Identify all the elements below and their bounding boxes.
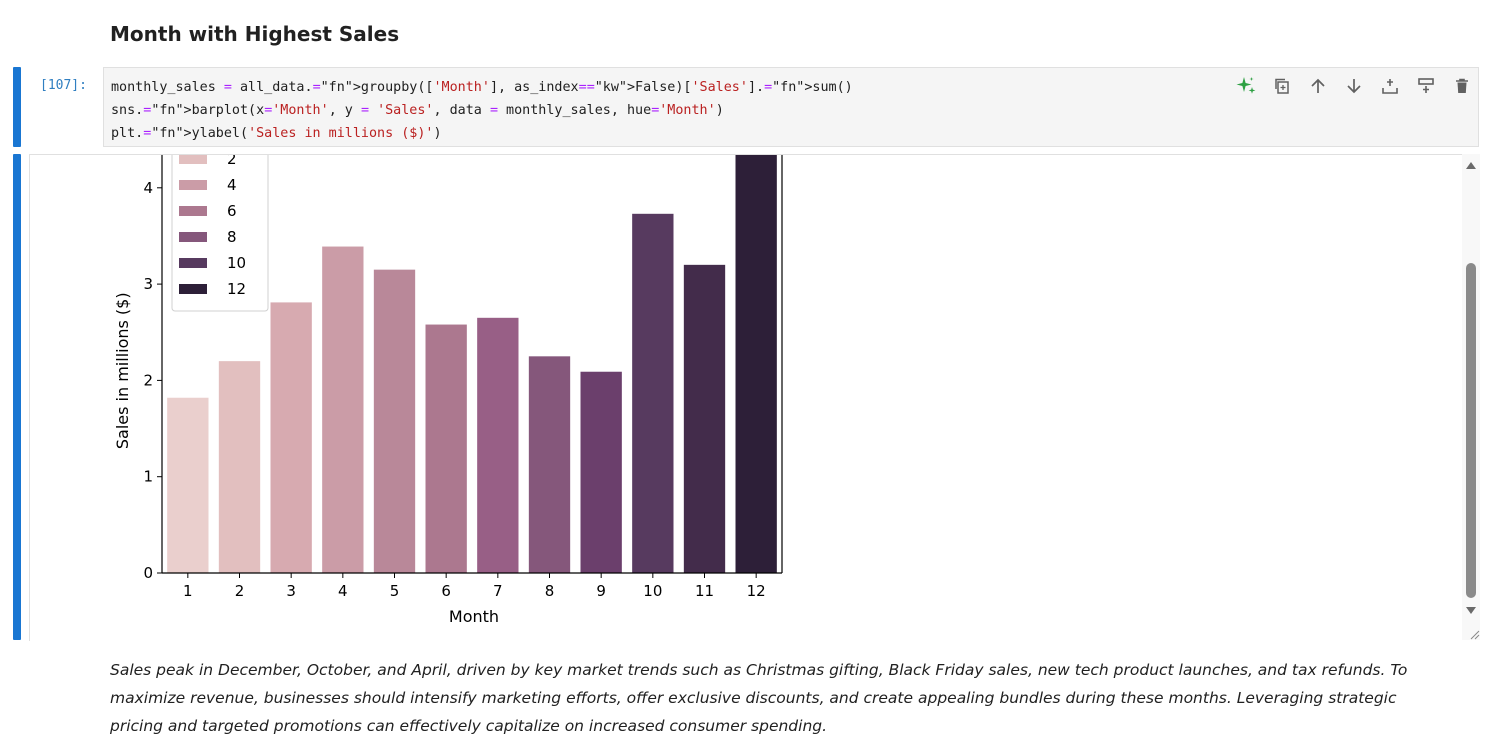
y-tick-label-0: 0 — [143, 564, 153, 582]
markdown-paragraph: Sales peak in December, October, and Apr… — [110, 661, 1408, 735]
y-tick-label-2: 2 — [143, 371, 153, 389]
output-scrollbar[interactable] — [1462, 154, 1480, 640]
legend-swatch-12 — [179, 284, 207, 294]
duplicate-icon — [1275, 78, 1289, 94]
bar-month-1 — [167, 397, 209, 573]
scroll-up-arrow-icon[interactable] — [1465, 160, 1477, 170]
bar-month-8 — [528, 356, 571, 573]
bar-month-2 — [218, 361, 261, 573]
code-line-3[interactable]: plt.="fn">ylabel('Sales in millions ($)'… — [111, 126, 442, 141]
insert-above-icon — [1382, 79, 1398, 94]
x-axis-label: Month — [449, 607, 499, 626]
x-tick-label-2: 2 — [235, 582, 245, 600]
y-tick-label-1: 1 — [143, 468, 153, 486]
legend-box — [171, 155, 269, 312]
scroll-down-arrow-icon[interactable] — [1465, 606, 1477, 616]
legend-label-2: 2 — [227, 155, 237, 168]
bar-month-12 — [735, 155, 777, 573]
cell-active-indicator[interactable] — [13, 67, 21, 147]
legend-swatch-2 — [179, 155, 207, 164]
x-tick-label-7: 7 — [493, 582, 503, 600]
cell-toolbar — [1228, 74, 1480, 98]
insert-above-button[interactable] — [1372, 74, 1408, 98]
bar-month-9 — [580, 371, 622, 573]
trash-icon — [1456, 78, 1468, 93]
x-tick-label-11: 11 — [695, 582, 714, 600]
scroll-thumb[interactable] — [1466, 263, 1476, 598]
bar-month-10 — [632, 213, 674, 573]
bar-month-11 — [683, 264, 726, 573]
sparkle-button[interactable] — [1228, 74, 1264, 98]
x-tick-label-12: 12 — [747, 582, 766, 600]
y-axis-label: Sales in millions ($) — [113, 292, 132, 449]
legend-label-8: 8 — [227, 228, 237, 246]
x-tick-label-8: 8 — [545, 582, 555, 600]
code-editor[interactable]: monthly_sales = all_data.="fn">groupby([… — [103, 67, 1479, 147]
legend-swatch-6 — [179, 206, 207, 216]
bar-month-7 — [477, 317, 519, 573]
delete-button[interactable] — [1444, 74, 1480, 98]
cell-output: 0 1 2 3 4 1 2 3 4 5 6 7 8 9 10 11 12 Month Sales in millio… — [29, 154, 1463, 641]
bar-month-3 — [270, 302, 312, 573]
legend-swatch-4 — [179, 180, 207, 190]
legend-label-12: 12 — [227, 280, 246, 298]
x-tick-label-5: 5 — [390, 582, 400, 600]
x-tick-label-10: 10 — [643, 582, 662, 600]
legend-label-6: 6 — [227, 202, 237, 220]
bar-month-6 — [425, 324, 467, 573]
x-tick-label-3: 3 — [286, 582, 296, 600]
resize-handle-icon[interactable] — [1468, 628, 1480, 640]
markdown-heading: Month with Highest Sales — [110, 22, 400, 46]
output-active-indicator[interactable] — [13, 154, 21, 640]
x-tick-label-6: 6 — [441, 582, 451, 600]
x-tick-label-9: 9 — [596, 582, 606, 600]
bar-month-4 — [322, 246, 364, 573]
x-tick-label-4: 4 — [338, 582, 348, 600]
arrow-down-icon — [1347, 79, 1361, 94]
y-tick-label-4: 4 — [143, 179, 153, 197]
x-tick-label-1: 1 — [183, 582, 193, 600]
insert-below-icon — [1418, 78, 1434, 93]
duplicate-button[interactable] — [1264, 74, 1300, 98]
y-tick-label-3: 3 — [143, 275, 153, 293]
execution-count: [107]: — [40, 78, 87, 93]
sparkle-icon — [1236, 77, 1256, 94]
code-content[interactable]: monthly_sales = all_data.="fn">groupby([… — [111, 76, 853, 145]
code-line-2[interactable]: sns.="fn">barplot(x='Month', y = 'Sales'… — [111, 103, 724, 118]
move-down-button[interactable] — [1336, 74, 1372, 98]
arrow-up-icon — [1311, 78, 1325, 93]
legend-swatch-10 — [179, 258, 207, 268]
code-line-1[interactable]: monthly_sales = all_data.="fn">groupby([… — [111, 80, 853, 95]
move-up-button[interactable] — [1300, 74, 1336, 98]
bar-month-5 — [373, 269, 416, 573]
insert-below-button[interactable] — [1408, 74, 1444, 98]
legend-label-4: 4 — [227, 176, 237, 194]
legend-swatch-8 — [179, 232, 207, 242]
legend-label-10: 10 — [227, 254, 246, 272]
